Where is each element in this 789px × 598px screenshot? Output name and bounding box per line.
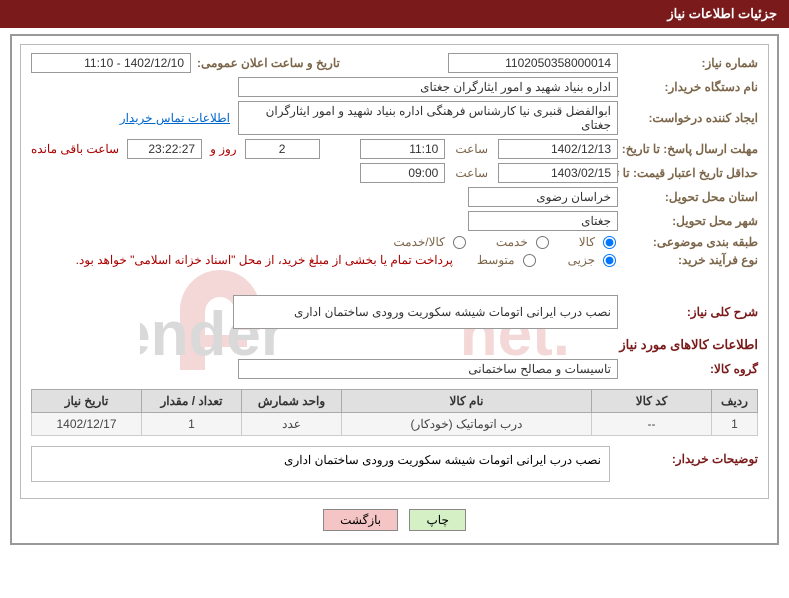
td-unit: عدد: [242, 413, 342, 436]
outer-frame: شماره نیاز: 1102050358000014 تاریخ و ساع…: [10, 34, 779, 545]
td-name: درب اتوماتیک (خودکار): [342, 413, 592, 436]
field-valid-date: 1403/02/15: [498, 163, 618, 183]
radio-goods-service[interactable]: [453, 236, 466, 249]
radio-goods-service-label: کالا/خدمت: [393, 235, 444, 249]
section-items-title: اطلاعات کالاهای مورد نیاز: [31, 337, 758, 353]
radio-medium[interactable]: [523, 254, 536, 267]
details-frame: شماره نیاز: 1102050358000014 تاریخ و ساع…: [20, 44, 769, 499]
button-bar: چاپ بازگشت: [20, 505, 769, 535]
items-table: ردیف کد کالا نام کالا واحد شمارش تعداد /…: [31, 389, 758, 436]
field-days-left: 2: [245, 139, 320, 159]
row-province: استان محل تحویل: خراسان رضوی: [31, 187, 758, 207]
row-purchase-type: نوع فرآیند خرید: جزیی متوسط پرداخت تمام …: [31, 253, 758, 267]
row-need-no: شماره نیاز: 1102050358000014 تاریخ و ساع…: [31, 53, 758, 73]
field-resp-date: 1402/12/13: [498, 139, 618, 159]
label-hour-1: ساعت: [445, 142, 498, 156]
label-city: شهر محل تحویل:: [618, 214, 758, 228]
radio-service-label: خدمت: [496, 235, 528, 249]
table-header-row: ردیف کد کالا نام کالا واحد شمارش تعداد /…: [32, 390, 758, 413]
row-city: شهر محل تحویل: جغتای: [31, 211, 758, 231]
field-valid-hour: 09:00: [360, 163, 445, 183]
radio-medium-label: متوسط: [477, 253, 515, 267]
print-button[interactable]: چاپ: [409, 509, 465, 531]
table-row: 1 -- درب اتوماتیک (خودکار) عدد 1 1402/12…: [32, 413, 758, 436]
label-buyer-notes: توضیحات خریدار:: [618, 446, 758, 466]
field-buyer-notes: نصب درب ایرانی اتومات شیشه سکوریت ورودی …: [31, 446, 610, 482]
field-goods-group: تاسیسات و مصالح ساختمانی: [238, 359, 618, 379]
radio-small[interactable]: [603, 254, 616, 267]
row-summary: شرح کلی نیاز: نصب درب ایرانی اتومات شیشه…: [31, 295, 758, 329]
field-time-left: 23:22:27: [127, 139, 202, 159]
label-province: استان محل تحویل:: [618, 190, 758, 204]
radio-service[interactable]: [536, 236, 549, 249]
field-city: جغتای: [468, 211, 618, 231]
td-qty: 1: [142, 413, 242, 436]
td-code: --: [592, 413, 712, 436]
link-buyer-contact[interactable]: اطلاعات تماس خریدار: [120, 111, 230, 125]
th-date: تاریخ نیاز: [32, 390, 142, 413]
row-price-validity: حداقل تاریخ اعتبار قیمت: تا تاریخ: 1403/…: [31, 163, 758, 183]
page-title: جزئیات اطلاعات نیاز: [0, 0, 789, 28]
radio-small-label: جزیی: [568, 253, 595, 267]
back-button[interactable]: بازگشت: [323, 509, 398, 531]
row-goods-group: گروه کالا: تاسیسات و مصالح ساختمانی: [31, 359, 758, 379]
payment-note: پرداخت تمام یا بخشی از مبلغ خرید، از محل…: [76, 253, 453, 267]
th-code: کد کالا: [592, 390, 712, 413]
label-subject-class: طبقه بندی موضوعی:: [618, 235, 758, 249]
field-resp-hour: 11:10: [360, 139, 445, 159]
row-response-deadline: مهلت ارسال پاسخ: تا تاریخ: 1402/12/13 سا…: [31, 139, 758, 159]
field-announce: 1402/12/10 - 11:10: [31, 53, 191, 73]
label-response-deadline: مهلت ارسال پاسخ: تا تاریخ:: [618, 142, 758, 156]
label-hour-2: ساعت: [445, 166, 498, 180]
field-requester: ابوالفضل قنبری نیا کارشناس فرهنگی اداره …: [238, 101, 618, 135]
label-requester: ایجاد کننده درخواست:: [618, 111, 758, 125]
label-goods-group: گروه کالا:: [618, 362, 758, 376]
label-remaining: ساعت باقی مانده: [31, 142, 127, 156]
label-summary: شرح کلی نیاز:: [618, 305, 758, 319]
field-need-no: 1102050358000014: [448, 53, 618, 73]
td-date: 1402/12/17: [32, 413, 142, 436]
td-row: 1: [712, 413, 758, 436]
th-qty: تعداد / مقدار: [142, 390, 242, 413]
row-buyer-org: نام دستگاه خریدار: اداره بنیاد شهید و ام…: [31, 77, 758, 97]
radio-goods-label: کالا: [579, 235, 595, 249]
th-row: ردیف: [712, 390, 758, 413]
field-summary: نصب درب ایرانی اتومات شیشه سکوریت ورودی …: [233, 295, 618, 329]
row-buyer-notes: توضیحات خریدار: نصب درب ایرانی اتومات شی…: [31, 446, 758, 482]
th-unit: واحد شمارش: [242, 390, 342, 413]
label-purchase-type: نوع فرآیند خرید:: [618, 253, 758, 267]
label-buyer-org: نام دستگاه خریدار:: [618, 80, 758, 94]
field-province: خراسان رضوی: [468, 187, 618, 207]
label-day-and: روز و: [202, 142, 245, 156]
row-requester: ایجاد کننده درخواست: ابوالفضل قنبری نیا …: [31, 101, 758, 135]
label-price-validity: حداقل تاریخ اعتبار قیمت: تا تاریخ:: [618, 166, 758, 180]
row-subject-class: طبقه بندی موضوعی: کالا خدمت کالا/خدمت: [31, 235, 758, 249]
label-announce: تاریخ و ساعت اعلان عمومی:: [191, 56, 340, 70]
radio-goods[interactable]: [603, 236, 616, 249]
th-name: نام کالا: [342, 390, 592, 413]
field-buyer-org: اداره بنیاد شهید و امور ایثارگران جغتای: [238, 77, 618, 97]
label-need-no: شماره نیاز:: [618, 56, 758, 70]
